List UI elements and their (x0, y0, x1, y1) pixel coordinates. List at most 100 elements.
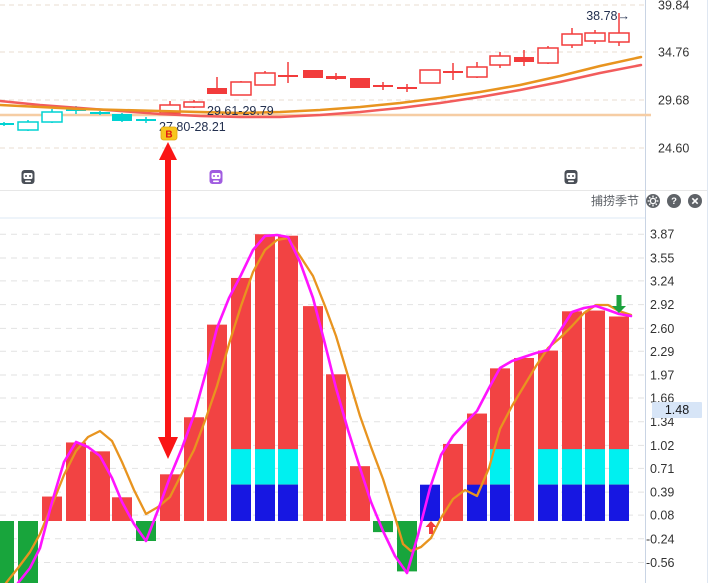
price-axis-label: 39.84 (658, 0, 689, 13)
indicator-bar (443, 443, 463, 521)
candle-body-filled (112, 114, 132, 121)
indicator-bar (303, 306, 323, 521)
candle-body-hollow (41, 111, 63, 123)
indicator-axis-label: 3.24 (650, 274, 674, 288)
indicator-bar (326, 374, 346, 521)
candle-body-hollow (608, 32, 630, 43)
candle-body-filled (303, 70, 323, 78)
price-axis-label: 34.76 (658, 46, 689, 60)
indicator-bar-cyan-segment (538, 449, 558, 485)
help-icon[interactable]: ? (667, 193, 681, 208)
event-marker-glyph (213, 175, 215, 177)
indicator-axis-label: -0.56 (646, 556, 675, 570)
event-marker-glyph (23, 173, 33, 179)
event-marker-glyph (566, 173, 576, 179)
event-marker-glyph (568, 180, 574, 183)
indicator-header: 捕捞季节 ? (560, 192, 702, 209)
indicator-line-magenta (16, 233, 633, 583)
indicator-bar (207, 324, 227, 521)
candle-body-hollow (183, 101, 205, 108)
indicator-bar-blue-segment (538, 484, 558, 521)
indicator-bar (18, 521, 38, 583)
indicator-axis-label: 0.39 (650, 486, 674, 500)
candle-body-filled (326, 76, 346, 79)
indicator-axis-label: 3.55 (650, 251, 674, 265)
indicator-bar-cyan-segment (231, 449, 251, 485)
indicator-bar-cyan-segment (609, 449, 629, 485)
indicator-bar (373, 521, 393, 533)
candle-body-hollow (561, 33, 583, 46)
candle-body-hollow (17, 121, 39, 131)
indicator-axis-label: -0.24 (646, 532, 675, 546)
indicator-axis-label: 1.34 (650, 415, 674, 429)
annotation-arrow (158, 142, 178, 459)
candle-body-filled (350, 78, 370, 88)
settings-icon[interactable] (646, 193, 660, 208)
event-marker-glyph (29, 175, 31, 177)
indicator-bar-blue-segment (255, 484, 275, 521)
indicator-axis-label: 1.97 (650, 369, 674, 383)
svg-text:?: ? (671, 196, 677, 207)
indicator-bar (112, 497, 132, 521)
indicator-axis-label: 2.60 (650, 322, 674, 336)
indicator-axis-label: 1.66 (650, 391, 674, 405)
candle-body-filled (207, 88, 227, 94)
candle-body-hollow (466, 66, 488, 78)
indicator-bar-cyan-segment (585, 449, 605, 485)
indicator-bar (90, 451, 110, 521)
indicator-line-orange (4, 236, 633, 583)
event-marker-glyph (211, 173, 221, 179)
indicator-bar-blue-segment (467, 484, 487, 521)
indicator-bar (184, 417, 204, 521)
indicator-current-value-badge: 1.48 (652, 402, 702, 418)
indicator-axis-label: 2.29 (650, 345, 674, 359)
indicator-axis-label: 1.02 (650, 439, 674, 453)
buy-signal-arrow (425, 521, 437, 534)
indicator-bar-cyan-segment (562, 449, 582, 485)
event-marker-glyph (568, 175, 570, 177)
event-marker-glyph (213, 180, 219, 183)
price-axis-label: 29.68 (658, 94, 689, 108)
indicator-bar-blue-segment (562, 484, 582, 521)
candle-body-hollow (489, 55, 511, 66)
indicator-bar (514, 357, 534, 521)
indicator-bar (0, 521, 14, 583)
candle-body-hollow (419, 69, 441, 84)
indicator-bar-blue-segment (609, 484, 629, 521)
indicator-axis-label: 0.08 (650, 509, 674, 523)
price-annotation: 29.61-29.79 (207, 104, 274, 118)
candle-body-hollow (254, 72, 276, 86)
event-marker-icon[interactable] (564, 170, 578, 184)
candle-body-hollow (159, 104, 181, 114)
indicator-bar-blue-segment (490, 484, 510, 521)
price-axis-label: 24.60 (658, 142, 689, 156)
candle-body-hollow (584, 32, 606, 42)
indicator-bar-blue-segment (278, 484, 298, 521)
event-marker-glyph (572, 175, 574, 177)
indicator-axis-label: 3.87 (650, 228, 674, 242)
indicator-bar-blue-segment (231, 484, 251, 521)
close-icon[interactable] (688, 193, 702, 208)
indicator-bar-cyan-segment (490, 449, 510, 485)
indicator-bar-cyan-segment (278, 449, 298, 485)
event-marker-icon[interactable] (21, 170, 35, 184)
event-marker-glyph (25, 180, 31, 183)
sell-signal-arrow (612, 295, 626, 313)
event-marker-icon[interactable] (209, 170, 223, 184)
candle-body-hollow (230, 81, 252, 96)
indicator-axis-label: 0.71 (650, 462, 674, 476)
buy-badge-label: B (165, 130, 172, 141)
indicator-bar-cyan-segment (255, 449, 275, 485)
indicator-bar-blue-segment (585, 484, 605, 521)
buy-badge (160, 126, 178, 141)
ma-line-orange (0, 55, 643, 115)
indicator-title: 捕捞季节 (590, 194, 639, 208)
price-annotation: 38.78→ (586, 9, 630, 23)
candle-body-filled (514, 57, 534, 62)
indicator-axis-label: 2.92 (650, 298, 674, 312)
candle-body-hollow (537, 47, 559, 64)
event-marker-glyph (25, 175, 27, 177)
event-marker-glyph (217, 175, 219, 177)
